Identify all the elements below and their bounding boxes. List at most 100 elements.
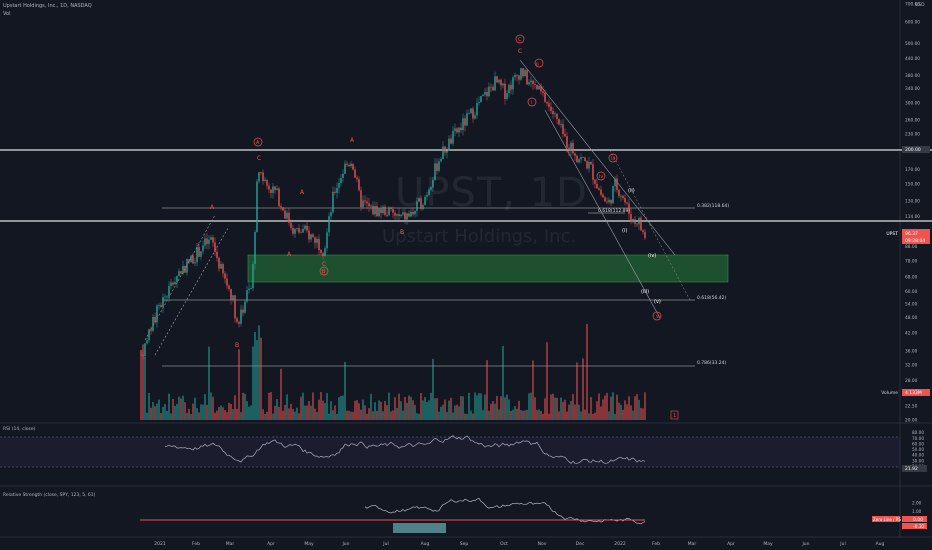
volume-bar <box>444 399 446 420</box>
candle-body <box>308 230 310 240</box>
candle-body <box>404 212 406 220</box>
candle-body <box>166 296 168 298</box>
volume-bar <box>344 362 346 420</box>
volume-tag <box>902 389 930 396</box>
volume-bar <box>318 399 320 420</box>
candle-body <box>640 217 642 231</box>
volume-bar <box>474 392 476 420</box>
candle-body <box>164 296 166 298</box>
volume-bar <box>620 404 622 420</box>
candle-body <box>388 207 390 216</box>
candle-body <box>202 245 204 252</box>
candle-body <box>282 207 284 211</box>
volume-bar <box>268 392 270 420</box>
volume-bar <box>464 413 466 420</box>
rsi-band <box>0 437 900 467</box>
candle-body <box>224 273 226 279</box>
candle-body <box>438 161 440 171</box>
price-tick-label: 300.00 <box>905 101 920 107</box>
candle-body <box>532 80 534 84</box>
candle-body <box>490 86 492 88</box>
volume-bar <box>614 413 616 420</box>
price-tick-label: 54.00 <box>905 301 918 307</box>
price-tick-label: 380.00 <box>905 73 920 79</box>
time-tick-label: Feb <box>652 541 660 547</box>
volume-bar <box>390 411 392 420</box>
time-tick-label: Jul <box>382 541 388 547</box>
candle-body <box>194 262 196 264</box>
rsi-tick-label: 60.00 <box>912 441 924 446</box>
candle-body <box>250 288 252 289</box>
svg-text:A: A <box>287 251 292 258</box>
price-tick-label: 28.00 <box>905 378 918 384</box>
candle-body <box>642 230 644 233</box>
volume-bar <box>212 396 214 420</box>
candle-body <box>292 227 294 234</box>
candle-body <box>630 213 632 222</box>
rs-line <box>364 497 646 525</box>
candle-body <box>278 188 280 207</box>
time-axis[interactable]: 2021 Feb Mar Apr May Jun Jul Aug Sep Oct Nov Dec 202… <box>154 541 884 547</box>
volume-bar <box>472 413 474 420</box>
candle-body <box>364 200 366 202</box>
time-tick-label: Jun <box>341 541 349 547</box>
candle-body <box>586 161 588 169</box>
volume-bar <box>218 407 220 420</box>
volume-bar <box>516 408 518 420</box>
volume-bar <box>584 409 586 420</box>
volume-bar <box>606 392 608 420</box>
volume-bar <box>476 395 478 420</box>
volume-bar <box>396 407 398 420</box>
upst-countdown: 09:28:04 <box>905 238 925 244</box>
volume-bar <box>408 395 410 420</box>
volume-bar <box>406 402 408 420</box>
rs-zero-label: Zero Line / RS Trend <box>873 517 914 522</box>
volume-bar <box>286 394 288 420</box>
candle-body <box>206 238 208 244</box>
candle-body <box>584 157 586 162</box>
candle-body <box>612 186 614 204</box>
candle-body <box>316 238 318 243</box>
time-tick-label: Aug <box>876 541 885 547</box>
price-tick-label: 36.00 <box>905 349 918 355</box>
volume-bar <box>290 403 292 420</box>
candle-body <box>624 197 626 203</box>
candle-body <box>554 113 556 115</box>
time-tick-label: Mar <box>226 541 235 547</box>
rs-value2: -0.32 <box>913 524 925 530</box>
candle-body <box>414 210 416 215</box>
candle-body <box>322 253 324 257</box>
candle-body <box>262 172 264 182</box>
candle-body <box>486 92 488 97</box>
candle-body <box>644 232 646 238</box>
candle-body <box>474 115 476 119</box>
volume-bar <box>358 403 360 420</box>
volume-bar <box>272 413 274 420</box>
svg-text:4.133M: 4.133M <box>905 390 922 396</box>
candle-body <box>248 288 250 291</box>
candle-body <box>418 198 420 202</box>
price-tick-label: 600.00 <box>905 20 920 26</box>
price-axis[interactable]: 700.00 600.00 500.00 440.00 380.00 340.00 300.… <box>905 2 920 424</box>
candle-body <box>442 146 444 160</box>
volume-bar <box>438 411 440 420</box>
candle-body <box>628 203 630 214</box>
candle-body <box>174 282 176 285</box>
candle-body <box>320 250 322 254</box>
candle-body <box>518 75 520 80</box>
volume-bar <box>484 394 486 420</box>
volume-bar <box>162 406 164 420</box>
volume-bar <box>184 402 186 420</box>
volume-bar <box>556 397 558 420</box>
volume-bar <box>242 392 244 420</box>
volume-bar <box>402 410 404 420</box>
volume-bar <box>356 400 358 420</box>
volume-bar <box>638 399 640 420</box>
candle-body <box>390 207 392 210</box>
wave-circle-label-B: B <box>322 269 326 275</box>
candle-body <box>602 194 604 198</box>
svg-text:(ii): (ii) <box>628 188 635 194</box>
candle-body <box>604 197 606 202</box>
symbol-title[interactable]: Upstart Holdings, Inc., 1D, NASDAQ <box>3 3 92 9</box>
